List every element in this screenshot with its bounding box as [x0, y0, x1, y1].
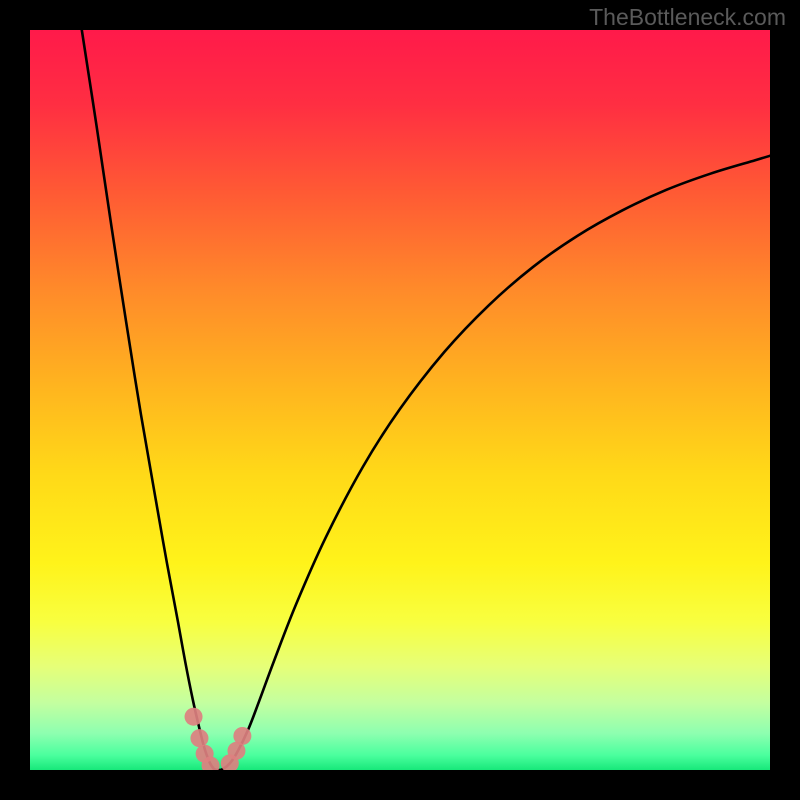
bottleneck-curve-plot	[30, 30, 770, 770]
gradient-background	[30, 30, 770, 770]
data-marker	[185, 708, 203, 726]
data-marker	[233, 727, 251, 745]
watermark-text: TheBottleneck.com	[589, 4, 786, 31]
data-marker	[190, 729, 208, 747]
